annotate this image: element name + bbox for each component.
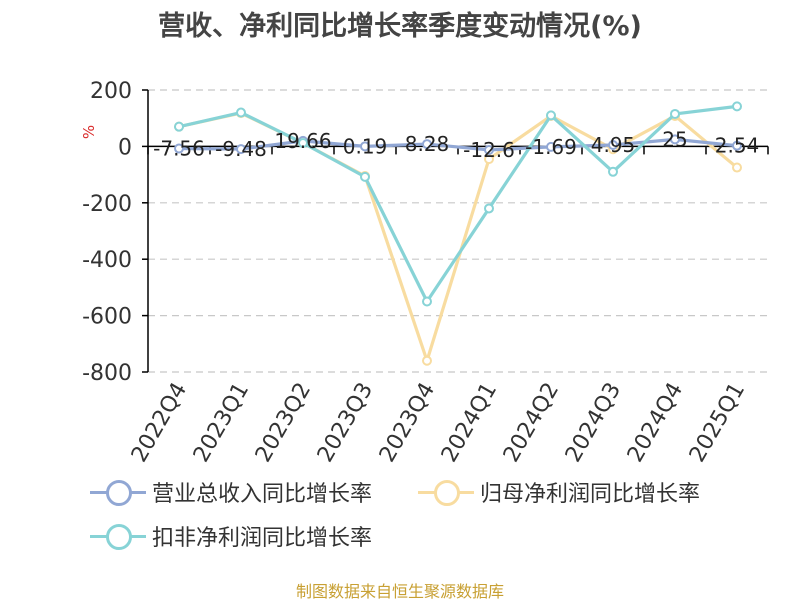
x-tick-label: 2025Q1 [685, 379, 750, 467]
x-tick-label: 2023Q4 [375, 379, 440, 467]
legend-swatch-net-profit [418, 477, 474, 507]
legend-marker [434, 480, 460, 506]
legend-label: 营业总收入同比增长率 [152, 482, 373, 507]
data-label: -7.56 [153, 137, 205, 161]
data-label: 25 [662, 127, 687, 151]
legend-item-deducted-profit[interactable]: 扣非净利润同比增长率 [90, 520, 372, 552]
y-tick-label: -800 [82, 361, 132, 386]
legend-swatch-revenue [90, 477, 146, 507]
data-point [670, 108, 680, 119]
data-labels: -7.56 -9.48 19.66 0.19 8.28 -12.6 -1.69 4.95 25 2… [153, 127, 759, 162]
x-tick-label: 2023Q1 [189, 379, 254, 467]
data-point [732, 101, 742, 112]
legend-item-revenue[interactable]: 营业总收入同比增长率 [90, 476, 372, 508]
data-point [298, 138, 308, 149]
data-point [484, 154, 494, 165]
legend-label: 扣非净利润同比增长率 [152, 526, 373, 551]
data-label: 8.28 [405, 132, 450, 156]
legend-marker [106, 524, 132, 550]
series-line [178, 104, 738, 304]
data-point [732, 140, 742, 151]
data-point [732, 162, 742, 173]
data-label: -12.6 [463, 138, 515, 162]
y-tick-label: -200 [82, 192, 132, 217]
y-tick-label: 0 [118, 135, 132, 160]
data-point [608, 166, 618, 177]
source-note: 制图数据来自恒生聚源数据库 [295, 582, 504, 601]
data-point [174, 143, 184, 154]
data-point [546, 110, 556, 121]
data-point [422, 355, 432, 366]
data-point [236, 107, 246, 118]
chart-title: 营收、净利同比增长率季度变动情况(%) [158, 11, 642, 42]
data-label: 2.54 [715, 134, 760, 158]
x-tick-label: 2024Q1 [437, 379, 502, 467]
legend-item-net-profit[interactable]: 归母净利润同比增长率 [418, 476, 700, 508]
y-tick-label: -400 [82, 248, 132, 273]
legend-marker [106, 480, 132, 506]
legend-swatch-deducted-profit [90, 521, 146, 551]
data-point [484, 203, 494, 214]
data-label: -9.48 [215, 137, 267, 161]
data-point [360, 141, 370, 152]
x-tick-label: 2024Q4 [623, 379, 688, 467]
grid-lines [148, 89, 768, 373]
data-point [360, 171, 370, 182]
data-point [174, 121, 184, 132]
series-lines [174, 101, 742, 366]
x-tick-label: 2024Q2 [499, 379, 564, 467]
data-point [484, 144, 494, 155]
x-tick-label: 2023Q3 [313, 379, 378, 467]
data-point [236, 144, 246, 155]
data-label: 4.95 [591, 133, 636, 157]
data-label: -1.69 [525, 135, 577, 159]
data-point [422, 139, 432, 150]
data-point [546, 141, 556, 152]
data-label: 0.19 [343, 134, 388, 158]
data-point [670, 134, 680, 145]
x-tick-label: 2023Q2 [251, 379, 316, 467]
data-label: 19.66 [274, 129, 331, 153]
y-axis-label: % [80, 125, 98, 139]
data-point [608, 140, 618, 151]
y-tick-label: -600 [82, 305, 132, 330]
data-point [422, 296, 432, 307]
x-tick-label: 2024Q3 [561, 379, 626, 467]
legend-label: 归母净利润同比增长率 [480, 482, 701, 507]
x-tick-label: 2022Q4 [127, 379, 192, 467]
y-tick-label: 200 [90, 79, 132, 104]
